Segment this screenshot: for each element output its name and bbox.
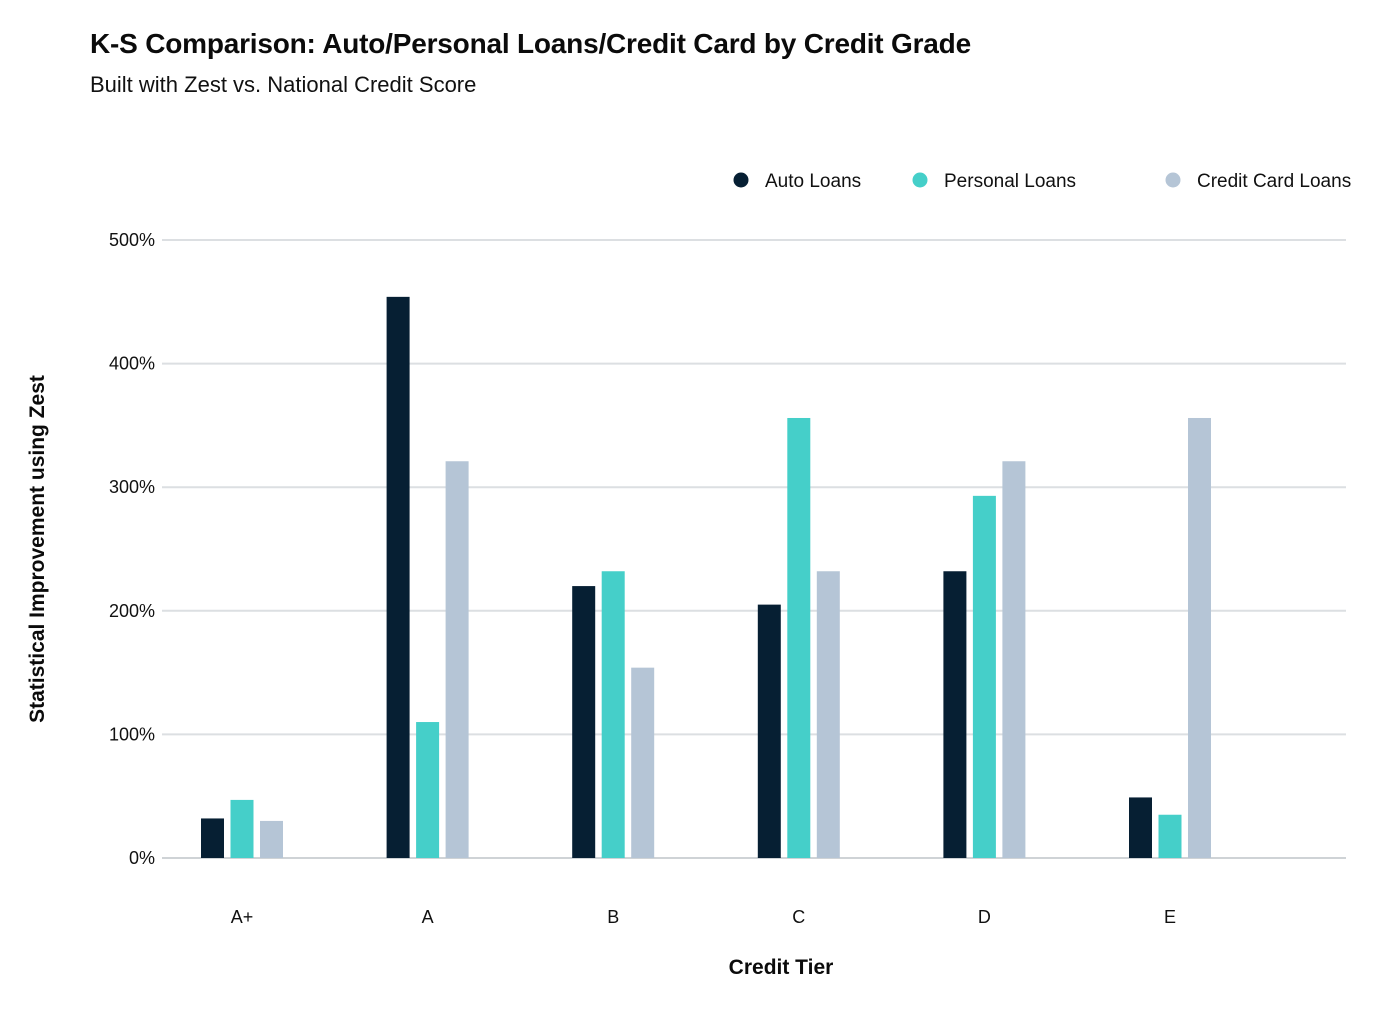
- bar-auto-loans-B: [572, 586, 596, 858]
- bar-auto-loans-A: [386, 296, 410, 859]
- bar-personal-loans-E: [1158, 814, 1182, 858]
- y-tick-label: 0%: [129, 848, 155, 868]
- x-axis-title: Credit Tier: [729, 956, 834, 979]
- bar-credit-card-loans-A: [445, 461, 469, 858]
- y-tick-label: 200%: [109, 601, 155, 621]
- bar-credit-card-loans-E: [1188, 417, 1211, 858]
- y-tick-label: 500%: [109, 230, 155, 250]
- bar-personal-loans-D: [972, 495, 996, 858]
- bar-auto-loans-E: [1129, 797, 1152, 858]
- chart-title: K-S Comparison: Auto/Personal Loans/Cred…: [90, 28, 971, 59]
- x-tick-label: A: [422, 907, 434, 927]
- y-axis-ticks: 0% 100% 200% 300% 400% 500%: [109, 230, 155, 868]
- bar-personal-loans-B: [601, 571, 625, 858]
- y-tick-label: 300%: [109, 477, 155, 497]
- bar-auto-loans-C: [757, 604, 781, 858]
- bar-credit-card-loans-D: [1002, 461, 1026, 858]
- x-tick-label: D: [978, 907, 991, 927]
- bar-credit-card-loans-C: [816, 571, 840, 858]
- x-tick-label: A+: [231, 907, 254, 927]
- bar-auto-loans-A+: [201, 818, 224, 858]
- x-tick-label: B: [607, 907, 619, 927]
- chart-subtitle: Built with Zest vs. National Credit Scor…: [90, 72, 477, 97]
- x-axis-ticks: A+ A B C D E: [231, 907, 1176, 927]
- bar-personal-loans-A+: [230, 799, 254, 858]
- x-tick-label: C: [792, 907, 805, 927]
- legend-label: Personal Loans: [944, 171, 1076, 192]
- bar-credit-card-loans-B: [631, 667, 655, 858]
- bars: [201, 296, 1211, 859]
- legend-swatch: [733, 172, 749, 188]
- bar-credit-card-loans-A+: [260, 820, 283, 858]
- legend-swatch: [912, 172, 928, 188]
- gridlines: [162, 239, 1346, 859]
- bar-personal-loans-A: [416, 722, 440, 858]
- legend-label: Credit Card Loans: [1197, 171, 1351, 192]
- x-tick-label: E: [1164, 907, 1176, 927]
- bar-auto-loans-D: [943, 571, 967, 858]
- bar-personal-loans-C: [787, 417, 811, 858]
- y-tick-label: 400%: [109, 354, 155, 374]
- legend-label: Auto Loans: [765, 171, 861, 192]
- y-tick-label: 100%: [109, 724, 155, 744]
- legend-swatch: [1165, 172, 1181, 188]
- legend: Auto Loans Personal Loans Credit Card Loan…: [733, 171, 1351, 192]
- y-axis-title: Statistical Improvement using Zest: [26, 375, 49, 723]
